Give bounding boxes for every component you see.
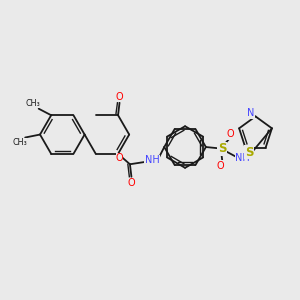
Text: S: S	[218, 142, 226, 155]
Text: O: O	[226, 129, 234, 139]
Text: CH₃: CH₃	[12, 138, 27, 147]
Text: N: N	[248, 108, 255, 118]
Text: O: O	[128, 178, 136, 188]
Text: NH: NH	[236, 153, 250, 163]
Text: CH₃: CH₃	[26, 99, 41, 108]
Text: O: O	[217, 161, 225, 171]
Text: O: O	[116, 153, 123, 163]
Text: S: S	[245, 146, 253, 159]
Text: NH: NH	[145, 155, 159, 165]
Text: O: O	[116, 92, 123, 102]
